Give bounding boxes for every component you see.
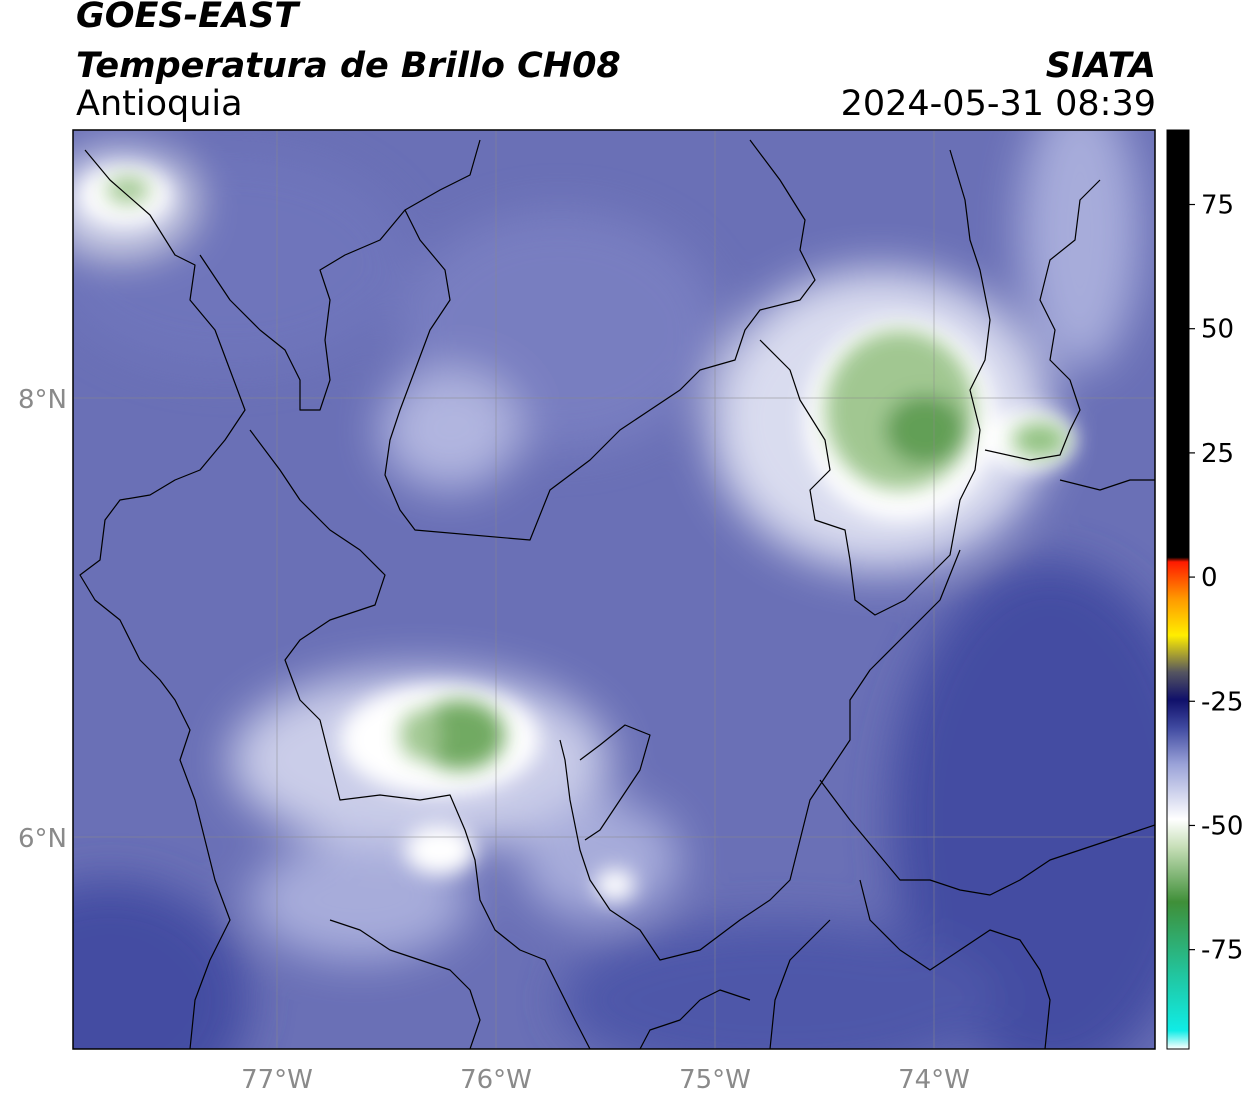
- coastline-path: [79, 149, 246, 1049]
- lon-tick-label: 76°W: [460, 1065, 532, 1095]
- colorbar: 75 50 25 0 -25 -50 -75: [1166, 129, 1243, 1050]
- colorbar-tick-label: 75: [1201, 191, 1234, 221]
- lat-tick-label: 6°N: [18, 824, 67, 854]
- colorbar-tick-label: 0: [1201, 563, 1218, 593]
- lat-tick-label: 8°N: [18, 385, 67, 415]
- map-gridlines: [73, 130, 1155, 1049]
- datetime-label: 2024-05-31 08:39: [840, 84, 1156, 124]
- colorbar-tick-label: -50: [1201, 811, 1243, 841]
- antioquia-boundary-path: [384, 139, 816, 541]
- product-title: Temperatura de Brillo CH08: [76, 46, 621, 86]
- antioquia-south-path: [249, 429, 591, 1049]
- colorbar-tick-label: 50: [1201, 315, 1234, 345]
- satellite-title: GOES-EAST: [76, 0, 299, 36]
- map-frame: [72, 129, 1156, 1050]
- region-subtitle: Antioquia: [76, 84, 243, 124]
- lon-tick-label: 74°W: [898, 1065, 970, 1095]
- lon-axis: 77°W 76°W 75°W 74°W: [241, 1065, 970, 1095]
- magdalena-boundary-path: [559, 549, 961, 961]
- agency-label: SIATA: [1045, 46, 1156, 86]
- colorbar-tick-label: -25: [1201, 687, 1243, 717]
- lon-tick-label: 77°W: [241, 1065, 313, 1095]
- southwest-boundary-path: [639, 919, 831, 1049]
- colorbar-tick-label: -75: [1201, 936, 1243, 966]
- colorbar-gradient: [1166, 129, 1190, 1050]
- east-boundary-path: [759, 149, 991, 616]
- inner-boundary-path: [329, 919, 481, 1049]
- colorbar-tick-label: 25: [1201, 439, 1234, 469]
- brightness-temperature-field: [73, 130, 1155, 1049]
- colorbar-ticks: 75 50 25 0 -25 -50 -75: [1189, 191, 1243, 966]
- lon-tick-label: 75°W: [679, 1065, 751, 1095]
- southeast-boundary-path: [819, 779, 1155, 896]
- south-boundary-path: [579, 724, 651, 841]
- lat-axis: 8°N 6°N: [18, 385, 67, 854]
- lower-boundary-path: [859, 879, 1051, 1049]
- gulf-coast-path: [199, 139, 481, 411]
- northeast-boundary-path: [1059, 479, 1155, 491]
- political-boundaries: [79, 139, 1155, 1049]
- santander-boundary-path: [984, 179, 1101, 461]
